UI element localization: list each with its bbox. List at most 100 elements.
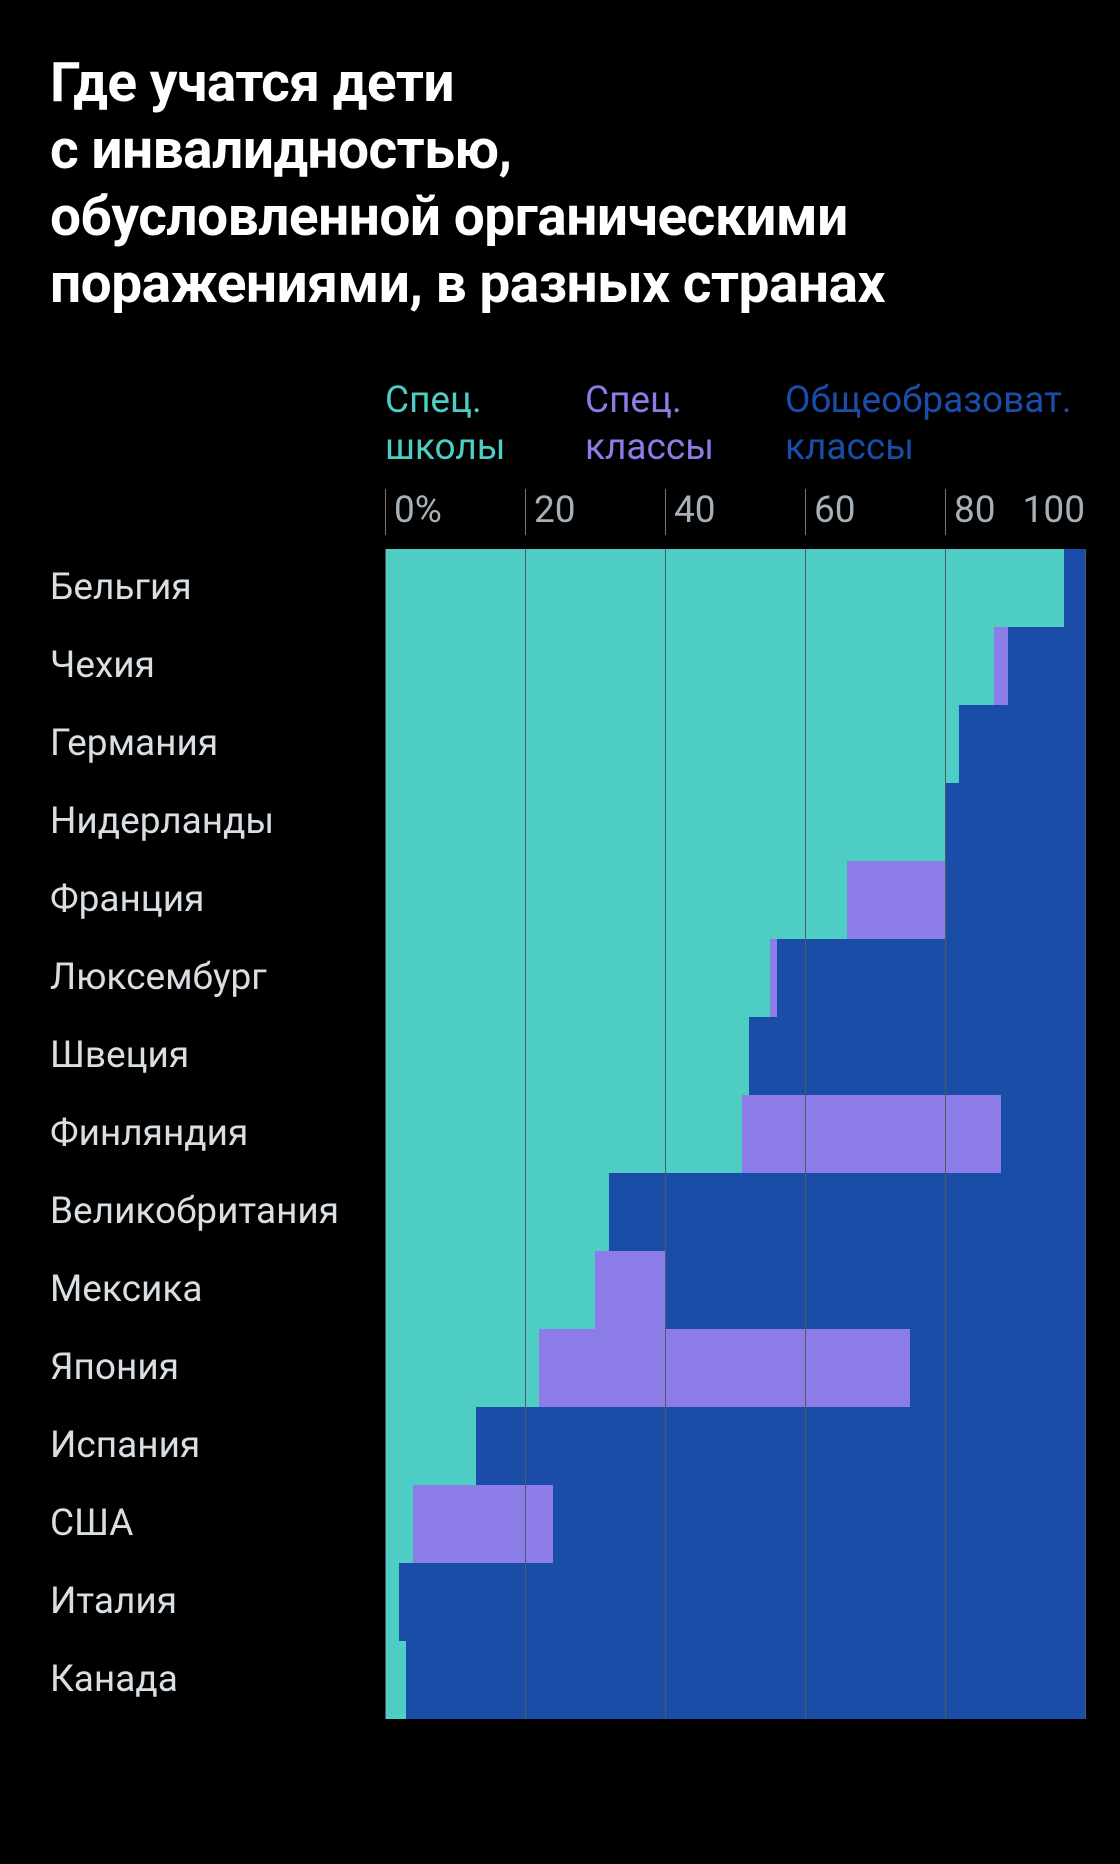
- chart-area: Спец. школыСпец. классыОбщеобразоват. кл…: [50, 378, 1070, 1719]
- country-label: Финляндия: [50, 1095, 385, 1173]
- bar-cell: [385, 1017, 1085, 1095]
- bar-segment-special-classes: [770, 939, 777, 1017]
- bar-segment-special-schools: [385, 1563, 399, 1641]
- bar-track: [385, 705, 1085, 783]
- bar-segment-mainstream-classes: [665, 1251, 1085, 1329]
- bar-track: [385, 1017, 1085, 1095]
- gridline: [1085, 705, 1086, 783]
- country-label: Нидерланды: [50, 783, 385, 861]
- gridline: [1085, 1173, 1086, 1251]
- country-label: Люксембург: [50, 939, 385, 1017]
- country-label: Чехия: [50, 627, 385, 705]
- bar-segment-mainstream-classes: [749, 1017, 1085, 1095]
- bar-segment-special-classes: [413, 1485, 553, 1563]
- gridline: [1085, 861, 1086, 939]
- bar-cell: [385, 1563, 1085, 1641]
- bar-cell: [385, 939, 1085, 1017]
- bar-segment-special-classes: [742, 1095, 1001, 1173]
- bar-track: [385, 1173, 1085, 1251]
- bar-segment-special-schools: [385, 627, 994, 705]
- bar-segment-special-schools: [385, 1641, 406, 1719]
- bar-segment-mainstream-classes: [1001, 1095, 1085, 1173]
- bar-segment-special-classes: [847, 861, 945, 939]
- x-axis: 0%20406080100: [385, 489, 1085, 549]
- legend-row: Спец. школыСпец. классыОбщеобразоват. кл…: [385, 378, 1085, 471]
- country-label: Бельгия: [50, 549, 385, 627]
- bar-cell: [385, 1485, 1085, 1563]
- bar-cell: [385, 705, 1085, 783]
- bar-segment-special-schools: [385, 1485, 413, 1563]
- gridline: [1085, 1407, 1086, 1485]
- bar-segment-mainstream-classes: [1064, 549, 1085, 627]
- bar-segment-special-schools: [385, 705, 959, 783]
- gridline: [1085, 1095, 1086, 1173]
- bar-track: [385, 783, 1085, 861]
- bar-segment-special-schools: [385, 861, 847, 939]
- bar-track: [385, 1407, 1085, 1485]
- bar-track: [385, 1641, 1085, 1719]
- chart-title: Где учатся дети с инвалидностью, обуслов…: [50, 50, 1070, 318]
- gridline: [1085, 627, 1086, 705]
- bar-track: [385, 1329, 1085, 1407]
- bar-cell: [385, 861, 1085, 939]
- country-label: Мексика: [50, 1251, 385, 1329]
- gridline: [1085, 1641, 1086, 1719]
- chart-container: Где учатся дети с инвалидностью, обуслов…: [0, 0, 1120, 1759]
- gridline: [1085, 1485, 1086, 1563]
- gridline: [1085, 549, 1086, 627]
- bar-segment-special-schools: [385, 1407, 476, 1485]
- bar-track: [385, 939, 1085, 1017]
- country-label: Испания: [50, 1407, 385, 1485]
- bar-segment-mainstream-classes: [959, 705, 1085, 783]
- bar-segment-mainstream-classes: [553, 1485, 1085, 1563]
- axis-tick: 60: [805, 489, 856, 535]
- bars-wrap: БельгияЧехияГерманияНидерландыФранцияЛюк…: [50, 549, 1085, 1719]
- gridline: [1085, 1329, 1086, 1407]
- bar-track: [385, 1095, 1085, 1173]
- bar-track: [385, 627, 1085, 705]
- country-label: Великобритания: [50, 1173, 385, 1251]
- bar-segment-special-schools: [385, 1017, 749, 1095]
- bar-cell: [385, 549, 1085, 627]
- bar-track: [385, 549, 1085, 627]
- bar-segment-mainstream-classes: [945, 861, 1085, 939]
- legend-item: Спец. классы: [585, 378, 785, 471]
- bar-segment-special-classes: [994, 627, 1008, 705]
- axis-tick: 80: [945, 489, 996, 535]
- bar-segment-mainstream-classes: [609, 1173, 1085, 1251]
- axis-tick: 20: [525, 489, 576, 535]
- bar-segment-special-schools: [385, 1251, 595, 1329]
- country-label: США: [50, 1485, 385, 1563]
- axis-tick: 100: [1023, 489, 1085, 535]
- bar-cell: [385, 627, 1085, 705]
- country-label: Швеция: [50, 1017, 385, 1095]
- bar-cell: [385, 1095, 1085, 1173]
- bar-segment-special-schools: [385, 939, 770, 1017]
- bar-segment-special-classes: [539, 1329, 910, 1407]
- country-label: Франция: [50, 861, 385, 939]
- axis-tick: 40: [665, 489, 716, 535]
- bar-segment-mainstream-classes: [476, 1407, 1085, 1485]
- bar-segment-mainstream-classes: [777, 939, 1085, 1017]
- bar-cell: [385, 1251, 1085, 1329]
- country-label: Канада: [50, 1641, 385, 1719]
- gridline: [1085, 1563, 1086, 1641]
- legend-item: Спец. школы: [385, 378, 585, 471]
- gridline: [1085, 1017, 1086, 1095]
- bar-cell: [385, 1407, 1085, 1485]
- gridline: [1085, 1251, 1086, 1329]
- country-label: Германия: [50, 705, 385, 783]
- bar-segment-special-classes: [595, 1251, 665, 1329]
- bar-track: [385, 861, 1085, 939]
- bar-segment-mainstream-classes: [406, 1641, 1085, 1719]
- bar-track: [385, 1485, 1085, 1563]
- bar-segment-mainstream-classes: [945, 783, 1085, 861]
- bar-track: [385, 1563, 1085, 1641]
- bar-segment-mainstream-classes: [910, 1329, 1085, 1407]
- bar-segment-special-schools: [385, 1329, 539, 1407]
- gridline: [1085, 783, 1086, 861]
- bar-cell: [385, 1173, 1085, 1251]
- bar-track: [385, 1251, 1085, 1329]
- bar-cell: [385, 1641, 1085, 1719]
- bar-segment-special-schools: [385, 1095, 742, 1173]
